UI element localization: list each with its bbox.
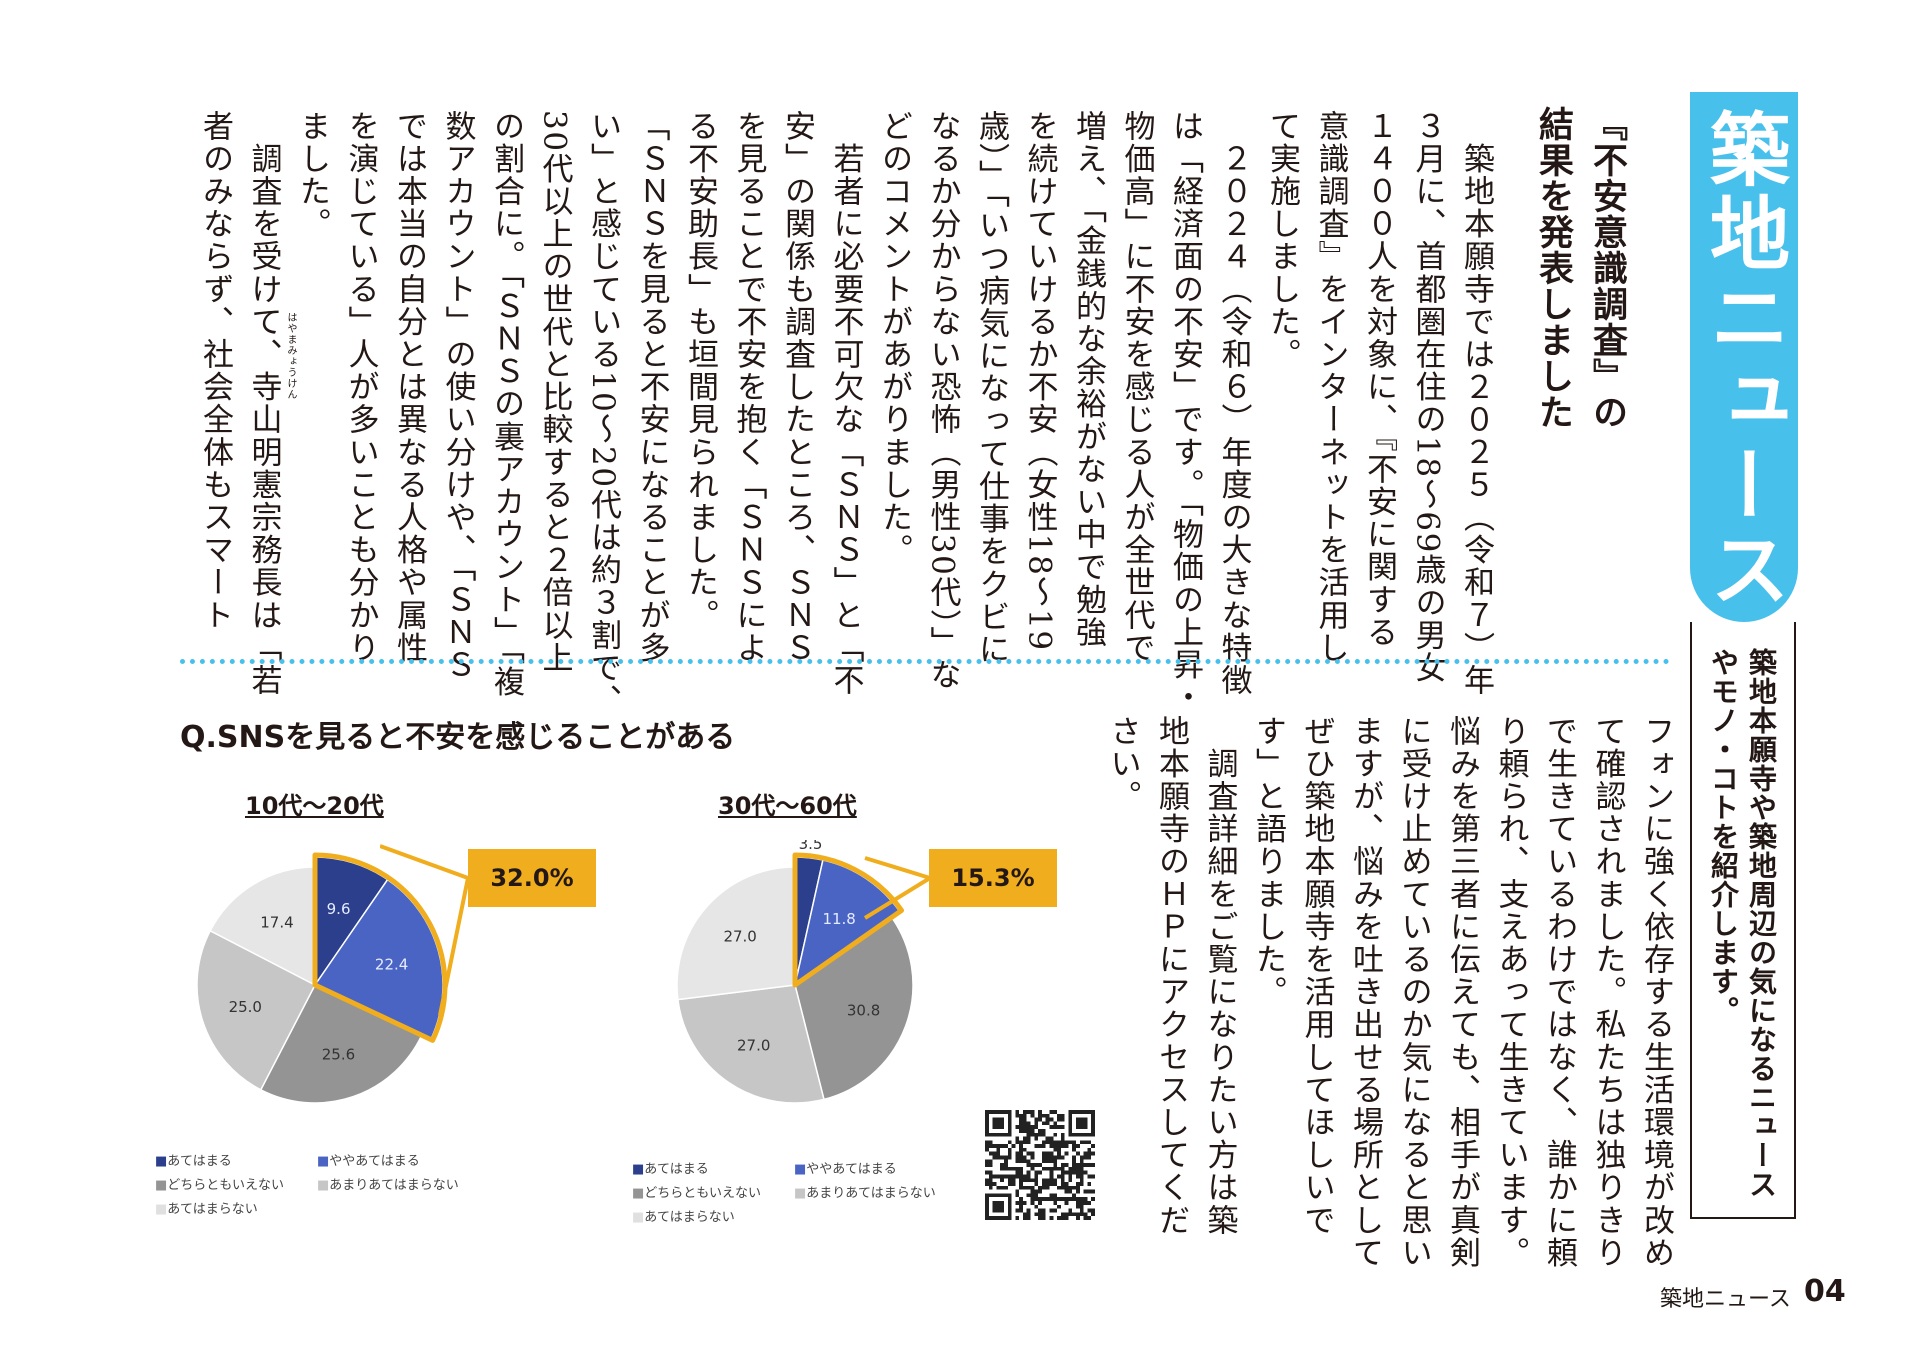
pie-label-30s-60s-2: 30.8: [847, 1002, 880, 1020]
pie-slice-10s-20s-2: [259, 984, 423, 1104]
article-body-lower: フォンに強く依存する生活環境が改め て確認されました。私たちは独りきり で生きて…: [1104, 715, 1675, 1270]
article-body-upper: 築地本願寺では２０２５（令和７）年 ３月に、首都圏在住の18～69歳の男女 １４…: [197, 110, 1494, 717]
chart-question: Q.SNSを見ると不安を感じることがある: [180, 720, 736, 755]
callout-line-10s-20s: [380, 844, 470, 1016]
highlight-total-10s-20s: 32.0%: [468, 849, 596, 907]
legend-item: ■あてはまらない: [155, 1202, 258, 1217]
legend-item: ■あてはまる: [632, 1162, 709, 1177]
pie-label-30s-60s-4: 27.0: [723, 928, 756, 946]
section-banner: 築地ニュース: [1690, 92, 1798, 622]
legend-item: ■あまりあてはまらない: [317, 1178, 459, 1193]
legend-item: ■ややあてはまる: [317, 1154, 420, 1169]
pie-label-10s-20s-3: 25.0: [229, 998, 262, 1016]
pie-label-10s-20s-0: 9.6: [327, 900, 351, 918]
pie-label-30s-60s-1: 11.8: [822, 910, 855, 928]
pie-label-30s-60s-3: 27.0: [737, 1036, 770, 1054]
chart-title-30s-60s: 30代～60代: [718, 792, 857, 820]
ruby-annotation: はやまみょうけん: [285, 312, 296, 400]
legend-item: ■どちらともいえない: [632, 1186, 762, 1201]
pie-label-10s-20s-2: 25.6: [322, 1045, 355, 1063]
pie-highlight-30s-60s: [792, 852, 905, 988]
footer-section-label: 築地ニュース: [1660, 1287, 1791, 1312]
pie-slice-10s-20s-4: [209, 866, 316, 987]
page-number: 04: [1804, 1274, 1846, 1309]
pie-slice-30s-60s-3: [677, 984, 825, 1104]
legend-item: ■どちらともいえない: [155, 1178, 285, 1193]
highlight-total-30s-60s: 15.3%: [929, 849, 1057, 907]
legend-10s-20s: ■あてはまる ■ややあてはまる ■どちらともいえない ■あまりあてはまらない ■…: [155, 1150, 485, 1220]
legend-30s-60s: ■あてはまる ■ややあてはまる ■どちらともいえない ■あまりあてはまらない ■…: [632, 1158, 962, 1228]
legend-item: ■あてはまらない: [632, 1210, 735, 1225]
section-divider: [180, 659, 1670, 664]
section-title: 築地ニュース: [1697, 108, 1791, 612]
pie-slice-30s-60s-4: [676, 866, 796, 1001]
pie-label-10s-20s-4: 17.4: [260, 914, 293, 932]
pie-slice-30s-60s-2: [794, 916, 914, 1101]
article-headline: 『不安意識調査』の 結果を発表しました: [1533, 106, 1628, 430]
legend-item: ■あまりあてはまらない: [794, 1186, 936, 1201]
pie-label-10s-20s-1: 22.4: [375, 955, 408, 973]
pie-chart-10s-20s: 9.6 22.4 25.6 25.0 17.4: [196, 852, 448, 1104]
section-subtitle-box: 築地本願寺や築地周辺の気になるニュースやモノ・コトを紹介します。: [1690, 622, 1796, 1219]
chart-title-10s-20s: 10代～20代: [245, 792, 384, 820]
section-subtitle: 築地本願寺や築地周辺の気になるニュースやモノ・コトを紹介します。: [1707, 648, 1778, 1199]
legend-item: ■あてはまる: [155, 1154, 232, 1169]
qr-code[interactable]: [985, 1110, 1095, 1220]
pie-label-30s-60s-0: 3.5: [799, 840, 823, 853]
legend-item: ■ややあてはまる: [794, 1162, 897, 1177]
callout-line-30s-60s: [863, 856, 932, 920]
pie-chart-30s-60s: 3.5 11.8 30.8 27.0 27.0: [676, 840, 914, 1104]
